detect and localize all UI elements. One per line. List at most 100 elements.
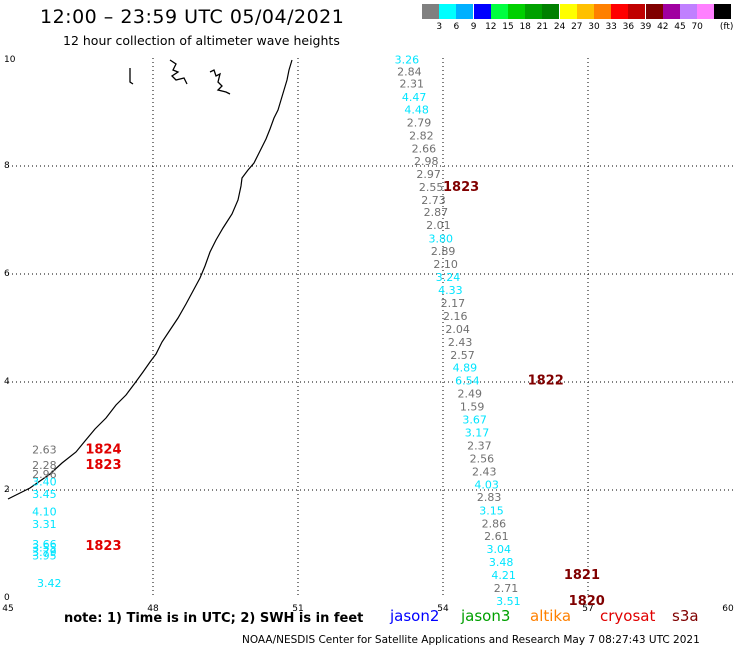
wave-height-label: 2.73 <box>421 194 446 207</box>
wave-height-label: 2.56 <box>470 452 495 465</box>
wave-height-label: 2.55 <box>419 181 444 194</box>
legend-label: 3 <box>436 22 443 32</box>
wave-height-label: 6.54 <box>455 375 480 388</box>
x-tick-label: 54 <box>437 604 449 614</box>
wave-height-label: 4.03 <box>474 478 499 491</box>
wave-height-label: 2.61 <box>484 530 509 543</box>
altimeter-track-labels: 3.42 3.953.793.553.66 3.314.10 3.453.402.96… <box>32 53 605 609</box>
wave-height-label: 3.15 <box>479 504 504 517</box>
wave-height-label: 4.89 <box>453 362 478 375</box>
island-1 <box>129 68 134 85</box>
page-title: 12:00 – 23:59 UTC 05/04/2021 <box>40 6 345 28</box>
y-tick-label: 10 <box>4 55 16 65</box>
legend-swatch <box>714 4 732 19</box>
legend-swatch <box>490 4 508 19</box>
x-tick-label: 51 <box>292 604 303 614</box>
x-tick-label: 45 <box>2 604 13 614</box>
page-subtitle: 12 hour collection of altimeter wave hei… <box>63 33 340 48</box>
wave-height-label: 2.83 <box>477 491 502 504</box>
legend-swatch <box>697 4 715 19</box>
wave-height-label: 3.45 <box>32 488 57 501</box>
x-tick-label: 48 <box>147 604 159 614</box>
legend-label: 36 <box>622 22 635 32</box>
pass-time-label: 1824 <box>85 442 121 457</box>
pass-time-label: 1821 <box>564 568 600 583</box>
legend-label: 12 <box>485 22 497 32</box>
islands <box>129 59 231 95</box>
wave-height-label: 4.10 <box>32 505 57 518</box>
legend-swatch <box>542 4 560 19</box>
legend-swatch <box>456 4 474 19</box>
legend-label: 15 <box>502 22 514 32</box>
wave-height-label: 2.16 <box>443 310 468 323</box>
legend-label: 30 <box>588 22 600 32</box>
wave-height-label: 3.55 <box>32 542 57 555</box>
wave-height-label: 2.10 <box>433 258 458 271</box>
wave-height-label: 2.84 <box>397 65 422 78</box>
satellite-name-jason2: jason2 <box>390 607 440 625</box>
legend-label: 70 <box>691 22 703 32</box>
legend-swatch <box>662 4 680 19</box>
legend-swatch <box>525 4 543 19</box>
legend-swatch <box>594 4 611 19</box>
lat-lon-grid <box>8 58 733 598</box>
y-tick-label: 8 <box>4 161 10 171</box>
wave-height-label: 2.43 <box>472 465 497 478</box>
wave-height-label: 2.04 <box>445 323 470 336</box>
wave-height-label: 3.40 <box>32 476 57 489</box>
island-2 <box>169 59 188 85</box>
pass-time-label: 1820 <box>569 594 605 609</box>
wave-height-label: 2.49 <box>458 388 483 401</box>
wave-height-label: 2.87 <box>424 206 449 219</box>
legend-label: 33 <box>605 22 617 32</box>
legend-swatch <box>628 4 646 19</box>
wave-height-label: 2.86 <box>482 517 507 530</box>
wave-height-label: 2.82 <box>409 130 434 143</box>
wave-height-label: 2.98 <box>414 155 439 168</box>
coastline <box>7 59 293 500</box>
legend-swatch <box>508 4 525 19</box>
wave-height-label: 3.17 <box>465 427 490 440</box>
wave-height-label: 2.79 <box>407 117 432 130</box>
wave-height-label: 3.95 <box>32 550 57 563</box>
y-tick-label: 6 <box>4 269 10 279</box>
wave-height-label: 2.96 <box>32 468 57 481</box>
wave-height-label: 2.17 <box>441 297 466 310</box>
wave-height-label: 2.66 <box>412 143 437 156</box>
legend-label: 18 <box>519 22 531 32</box>
note-text: note: 1) Time is in UTC; 2) SWH is in fe… <box>64 611 364 626</box>
island-3 <box>209 69 231 95</box>
wave-height-label: 3.79 <box>32 546 57 559</box>
wave-height-label: 1.59 <box>460 401 485 414</box>
y-tick-label: 4 <box>4 377 10 387</box>
legend-label: 42 <box>657 22 669 32</box>
wave-height-label: 4.47 <box>402 91 427 104</box>
pass-time-label: 1823 <box>85 539 121 554</box>
wave-height-label: 4.48 <box>404 104 429 117</box>
legend-swatch <box>439 4 457 19</box>
legend-swatch <box>473 4 491 19</box>
footer-credit: NOAA/NESDIS Center for Satellite Applica… <box>242 634 700 646</box>
legend-swatch <box>680 4 697 19</box>
satellite-name-s3a: s3a <box>672 607 699 625</box>
legend-swatch <box>576 4 594 19</box>
wave-height-label: 2.57 <box>450 349 475 362</box>
wave-height-label: 3.31 <box>32 518 57 531</box>
wave-height-label: 2.31 <box>400 78 425 91</box>
wave-height-label: 2.89 <box>431 245 456 258</box>
satellite-name-jason3: jason3 <box>461 607 511 625</box>
y-tick-label: 2 <box>4 485 10 495</box>
legend-label: 45 <box>674 22 686 32</box>
satellite-name-altika: altika <box>530 607 572 625</box>
wave-height-label: 2.63 <box>32 443 57 456</box>
wave-height-label: 3.80 <box>429 233 454 246</box>
legend-label: 9 <box>470 22 477 32</box>
wave-height-label: 4.33 <box>438 284 463 297</box>
wave-height-label: 2.28 <box>32 459 57 472</box>
legend-label: 27 <box>571 22 583 32</box>
x-tick-label: 60 <box>722 604 734 614</box>
wave-height-label: 2.97 <box>416 168 441 181</box>
legend-label: 6 <box>453 22 460 32</box>
wave-height-label: 2.71 <box>494 582 519 595</box>
